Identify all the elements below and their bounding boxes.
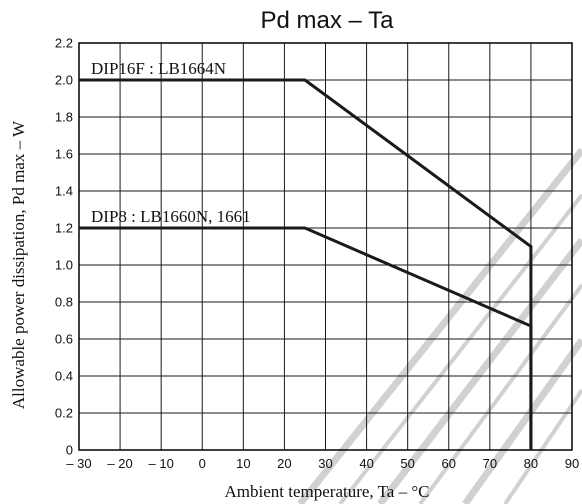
grid bbox=[78, 42, 573, 451]
y-tick-label: 1.4 bbox=[55, 184, 73, 199]
series-lines: DIP16F : LB1664N DIP8 : LB1660N, 1661 bbox=[79, 59, 533, 450]
x-tick-label: – 20 bbox=[107, 456, 132, 471]
series-line-2 bbox=[79, 226, 533, 450]
series-label-1: DIP16F : LB1664N bbox=[91, 59, 226, 78]
x-tick-label: 50 bbox=[400, 456, 414, 471]
x-tick-label: – 30 bbox=[66, 456, 91, 471]
watermark-stripe bbox=[418, 283, 582, 504]
y-tick-label: 0.6 bbox=[55, 332, 73, 347]
series-label-2: DIP8 : LB1660N, 1661 bbox=[91, 207, 251, 226]
chart-title: Pd max – Ta bbox=[261, 7, 395, 34]
x-tick-label: – 10 bbox=[149, 456, 174, 471]
y-tick-label: 1.0 bbox=[55, 258, 73, 273]
y-axis-label: Allowable power dissipation, Pd max – W bbox=[9, 120, 28, 409]
watermark-stripe bbox=[377, 237, 582, 504]
x-tick-label: 20 bbox=[277, 456, 291, 471]
y-tick-label: 2.0 bbox=[55, 73, 73, 88]
x-tick-label: 70 bbox=[483, 456, 497, 471]
x-tick-label: 30 bbox=[318, 456, 332, 471]
x-tick-label: 40 bbox=[359, 456, 373, 471]
y-axis-ticks: 0 0.2 0.4 0.6 0.8 1.0 1.2 1.4 1.6 1.8 2.0 2.2 bbox=[55, 36, 73, 458]
y-tick-label: 0.2 bbox=[55, 406, 73, 421]
watermark-stripe bbox=[462, 337, 582, 504]
y-tick-label: 0.8 bbox=[55, 295, 73, 310]
x-tick-label: 0 bbox=[199, 456, 206, 471]
x-tick-label: 10 bbox=[236, 456, 250, 471]
x-axis-label: Ambient temperature, Ta – °C bbox=[225, 482, 430, 501]
y-tick-label: 1.6 bbox=[55, 147, 73, 162]
watermark-stripe bbox=[503, 388, 582, 504]
watermark-stripe bbox=[297, 147, 582, 504]
watermark-stripe bbox=[338, 193, 582, 504]
x-tick-label: 60 bbox=[442, 456, 456, 471]
y-tick-label: 1.8 bbox=[55, 110, 73, 125]
x-tick-label: 90 bbox=[565, 456, 579, 471]
y-tick-label: 0 bbox=[66, 443, 73, 458]
watermark bbox=[297, 147, 582, 504]
x-axis-ticks: – 30 – 20 – 10 0 10 20 30 40 50 60 70 80 90 bbox=[66, 456, 579, 471]
y-tick-label: 1.2 bbox=[55, 221, 73, 236]
y-tick-label: 0.4 bbox=[55, 369, 73, 384]
x-tick-label: 80 bbox=[524, 456, 538, 471]
y-tick-label: 2.2 bbox=[55, 36, 73, 51]
plot-frame bbox=[78, 42, 573, 451]
